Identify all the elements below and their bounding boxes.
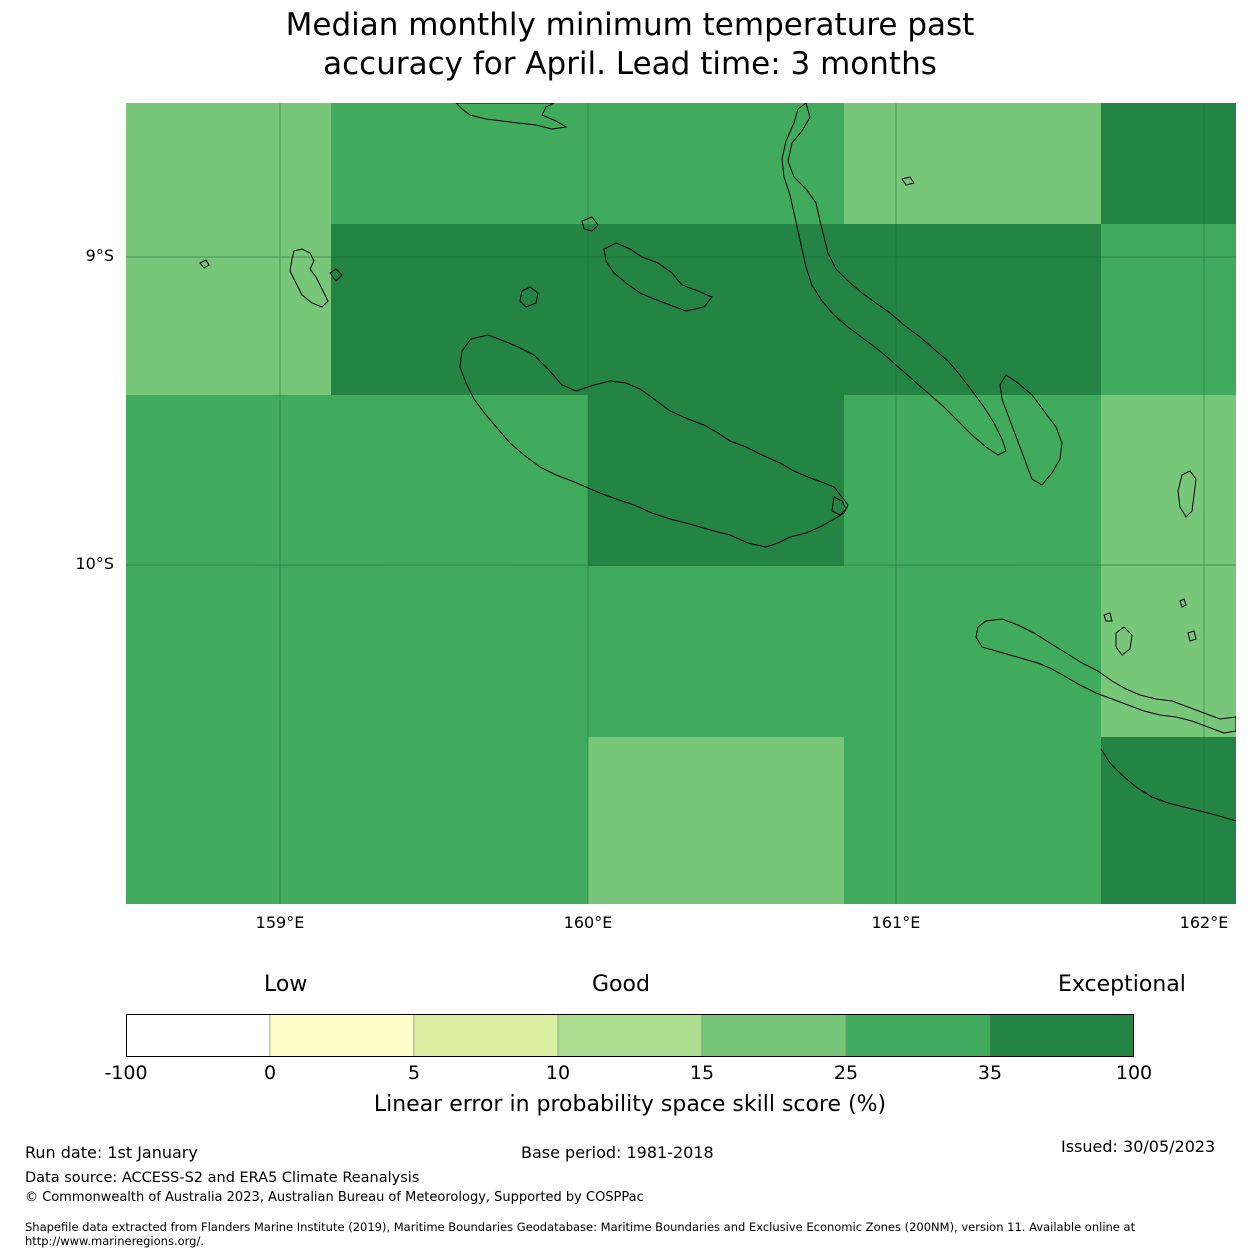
- grid-cell: [1101, 566, 1236, 737]
- coastline-islet: [329, 268, 343, 282]
- grid-cell: [844, 395, 1101, 566]
- grid-cell: [1101, 224, 1236, 395]
- grid-cell: [844, 103, 1101, 224]
- issued-date: Issued: 30/05/2023: [1061, 1137, 1216, 1156]
- lon-label-161e: 161°E: [871, 913, 921, 932]
- colorbar-bin: [269, 1014, 415, 1057]
- coastlines: [199, 103, 1236, 822]
- coastline-small-malaita: [999, 374, 1063, 486]
- coastline-guadalcanal: [459, 334, 849, 548]
- colorbar-bin: [557, 1014, 703, 1057]
- grid-cell: [588, 395, 844, 566]
- legend-category-good: Good: [592, 972, 650, 997]
- coastline-russell-islands: [289, 248, 329, 308]
- grid-cell: [331, 103, 844, 224]
- graticule: [126, 103, 1236, 904]
- grid-cell: [126, 224, 331, 395]
- colorbar-bin: [845, 1014, 991, 1057]
- data-source: Data source: ACCESS-S2 and ERA5 Climate …: [25, 1170, 420, 1186]
- title-line-2: accuracy for April. Lead time: 3 months: [323, 46, 937, 82]
- coastline-islet: [1179, 598, 1187, 608]
- grid-cell: [126, 103, 331, 224]
- title-line-1: Median monthly minimum temperature past: [285, 7, 975, 43]
- lon-label-162e: 162°E: [1179, 913, 1229, 932]
- legend-category-exceptional: Exceptional: [1058, 972, 1186, 997]
- coastline-islet: [1103, 612, 1113, 622]
- colorbar-tick: -100: [104, 1062, 148, 1084]
- coastline-nggela: [603, 242, 713, 312]
- coastline-santa-isabel: [455, 103, 568, 130]
- coastline-islet: [901, 176, 915, 186]
- coastline-savo: [581, 216, 599, 232]
- grid-cell: [126, 737, 588, 904]
- coastline-malaita: [781, 103, 1007, 456]
- coastline-ulawa: [1177, 470, 1197, 518]
- colorbar-tick: 100: [1115, 1062, 1153, 1084]
- colorbar-bin: [413, 1014, 559, 1057]
- grid-cells: [126, 103, 1236, 904]
- coastline-islet: [1115, 626, 1133, 656]
- colorbar-tick: 15: [689, 1062, 715, 1084]
- colorbar-tick: 35: [977, 1062, 1003, 1084]
- grid-cell: [1101, 395, 1236, 566]
- grid-cell: [126, 395, 588, 566]
- legend-category-low: Low: [264, 972, 308, 997]
- lon-label-160e: 160°E: [563, 913, 613, 932]
- grid-cell: [331, 224, 1101, 395]
- skill-map: [126, 103, 1236, 904]
- colorbar-bin: [126, 1014, 271, 1057]
- coastline-islet: [831, 496, 847, 516]
- coastline-islet: [1187, 630, 1197, 642]
- colorbar-tick: 25: [833, 1062, 859, 1084]
- lat-label-10s: 10°S: [75, 554, 114, 573]
- lat-label-9s: 9°S: [85, 246, 114, 265]
- colorbar-tick: 5: [407, 1062, 421, 1084]
- colorbar: [126, 1014, 1134, 1057]
- grid-cell: [588, 737, 844, 904]
- chart-title: Median monthly minimum temperature past …: [0, 6, 1260, 84]
- coastline-islet: [199, 259, 210, 269]
- colorbar-bin: [989, 1014, 1134, 1057]
- run-date: Run date: 1st January: [25, 1143, 198, 1162]
- coastline-makira-south: [1100, 748, 1236, 822]
- coastline-islet: [519, 286, 539, 308]
- grid-cell: [1101, 103, 1236, 224]
- colorbar-title: Linear error in probability space skill …: [373, 1092, 887, 1117]
- coastline-makira: [975, 618, 1236, 734]
- colorbar-tick: 0: [263, 1062, 277, 1084]
- colorbar-tick: 10: [545, 1062, 571, 1084]
- copyright: © Commonwealth of Australia 2023, Austra…: [25, 1190, 644, 1205]
- lon-label-159e: 159°E: [255, 913, 305, 932]
- grid-cell: [1101, 737, 1236, 904]
- grid-cell: [126, 566, 1101, 737]
- grid-cell: [844, 737, 1101, 904]
- shapefile-credit: Shapefile data extracted from Flanders M…: [25, 1220, 1136, 1248]
- base-period: Base period: 1981-2018: [521, 1143, 714, 1162]
- colorbar-bin: [701, 1014, 847, 1057]
